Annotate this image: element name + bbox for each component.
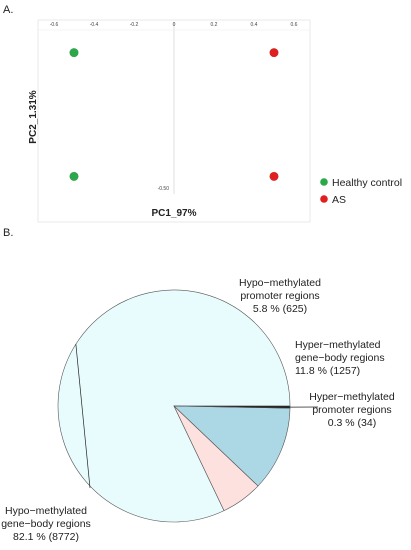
pie-label-line: gene−body regions (1, 518, 91, 530)
pie-label-hyper-promoter: Hyper−methylated promoter regions 0.3 % … (309, 391, 395, 429)
pie-slice-hyper-gene-body (173, 405, 291, 487)
pie-label-line: 0.3 % (34) (328, 417, 376, 429)
pca-x-axis-title: PC1_97% (151, 208, 196, 219)
pie-label-line: Hyper−methylated (309, 391, 395, 403)
pca-y-tick-label: -0.50 (158, 186, 170, 192)
methylation-pie-chart: Hypo−methylated promoter regions 5.8 % (… (1, 277, 395, 543)
pie-slices-group (57, 289, 291, 523)
legend-marker-as (320, 195, 328, 203)
pca-scatter-plot: -0.6 -0.4 -0.2 0 0.2 0.4 0.6 -0.50 PC1_97% PC2… (28, 19, 402, 223)
pie-label-line: promoter regions (312, 404, 391, 416)
pie-label-hyper-gene-body: Hyper−methylated gene−body regions 11.8 … (295, 339, 385, 377)
pie-label-line: 82.1 % (8772) (13, 531, 79, 543)
pie-label-line: 11.8 % (1257) (295, 365, 360, 377)
pie-leader-lines (75, 344, 319, 489)
pca-x-tick-label: -0.6 (50, 22, 59, 28)
healthy-control-point (69, 171, 79, 182)
pca-x-tick-label: 0.2 (211, 22, 218, 28)
pca-y-axis-title: PC2_1.31% (28, 90, 39, 143)
pie-label-line: gene−body regions (295, 352, 385, 364)
pie-label-line: 5.8 % (625) (253, 303, 307, 315)
pie-label-hypo-promoter: Hypo−methylated promoter regions 5.8 % (… (239, 277, 321, 315)
healthy-control-point (69, 47, 79, 58)
pca-x-tick-label: -0.4 (90, 22, 99, 28)
legend-marker-healthy-control (320, 178, 328, 186)
pie-leader-hypo-gene-body (75, 344, 91, 489)
pie-label-line: Hypo−methylated (5, 505, 87, 517)
pie-label-line: Hypo−methylated (239, 277, 321, 289)
pie-slice-hyper-promoter (173, 405, 291, 409)
pca-x-tick-label: 0.6 (291, 22, 298, 28)
pie-label-line: promoter regions (240, 290, 319, 302)
pca-points-group (69, 47, 279, 182)
pie-label-line: Hyper−methylated (295, 339, 381, 351)
pca-x-tick-label: 0 (173, 22, 176, 28)
as-point (269, 47, 279, 58)
pca-legend: Healthy control AS (320, 177, 402, 206)
legend-label-healthy-control: Healthy control (332, 177, 402, 189)
as-point (269, 171, 279, 182)
pca-x-tick-group: -0.6 -0.4 -0.2 0 0.2 0.4 0.6 (50, 22, 298, 28)
panel-b-label: B. (3, 227, 13, 239)
pie-label-hypo-gene-body: Hypo−methylated gene−body regions 82.1 %… (1, 505, 91, 543)
legend-label-as: AS (332, 194, 346, 206)
pca-x-tick-label: 0.4 (251, 22, 258, 28)
panel-a-label: A. (3, 4, 13, 16)
pca-x-tick-label: -0.2 (130, 22, 139, 28)
